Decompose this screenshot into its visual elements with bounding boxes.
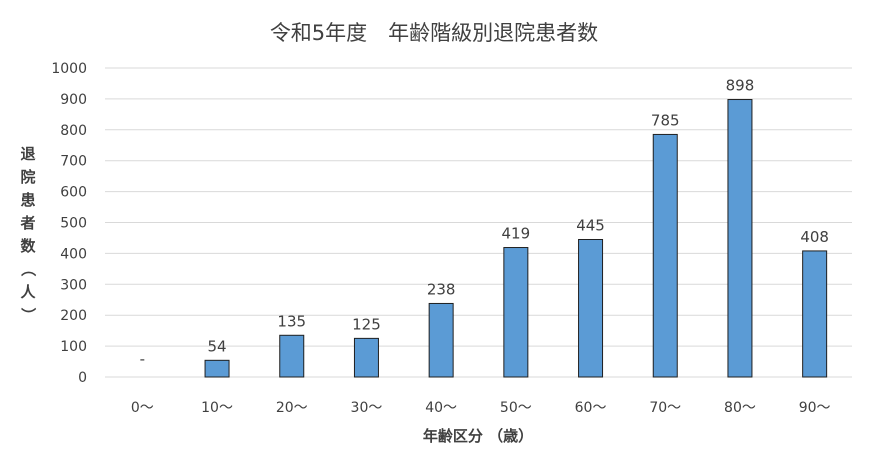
x-category-label: 60～ [575, 400, 607, 416]
y-tick-label: 800 [60, 123, 87, 139]
y-tick-label: 700 [60, 154, 87, 170]
data-labels: - 54 135 125 238 419 445 785 898 408 [140, 77, 829, 368]
y-tick-label: 1000 [51, 61, 87, 77]
bar [503, 247, 529, 378]
data-label: 785 [651, 111, 680, 129]
x-category-label: 20～ [276, 400, 308, 416]
x-axis-title: 年齢区分 （歳） [423, 427, 533, 445]
x-category-label: 40～ [425, 400, 457, 416]
bar [279, 334, 305, 378]
y-axis-title-char: 数 [20, 237, 36, 255]
x-category-label: 50～ [500, 400, 532, 416]
data-label: 125 [352, 315, 381, 333]
data-label: 238 [427, 280, 456, 298]
bar [428, 302, 454, 378]
x-category-label: 90～ [799, 400, 831, 416]
data-label: 419 [502, 225, 531, 243]
y-axis-title-char: 退 [20, 145, 35, 163]
data-label: 445 [576, 216, 605, 234]
data-label: 408 [800, 228, 829, 246]
data-label: 54 [208, 337, 227, 355]
data-label: - [140, 350, 145, 368]
y-axis-title-char: 者 [20, 214, 35, 232]
y-tick-label: 300 [60, 277, 87, 293]
y-axis-title-char: （ [19, 261, 37, 276]
y-axis-title-char: 患 [20, 191, 35, 209]
bar [727, 99, 753, 378]
x-category-label: 0～ [131, 400, 154, 416]
bar [652, 133, 678, 378]
x-category-label: 10～ [201, 400, 233, 416]
y-axis-title: 退院患者数 （ 人 ） [19, 145, 37, 323]
y-tick-label: 900 [60, 92, 87, 108]
chart-title: 令和5年度 年齢階級別退院患者数 [270, 21, 598, 45]
y-tick-label: 200 [60, 308, 87, 324]
x-axis-categories: 0～ 10～ 20～ 30～ 40～ 50～ 60～ 70～ 80～ 90～ [131, 400, 831, 416]
y-tick-label: 600 [60, 185, 87, 201]
y-axis-title-char: 院 [20, 168, 35, 186]
bar [353, 337, 379, 378]
y-tick-label: 400 [60, 246, 87, 262]
x-category-label: 80～ [724, 400, 756, 416]
x-category-label: 30～ [351, 400, 383, 416]
y-tick-label: 0 [78, 370, 87, 386]
y-axis-title-char: ） [19, 307, 37, 322]
y-tick-label: 100 [60, 339, 87, 355]
gridlines [105, 67, 852, 378]
y-tick-label: 500 [60, 216, 87, 232]
data-label: 898 [726, 77, 755, 95]
bar [578, 238, 604, 378]
y-axis-ticks: 0 100 200 300 400 500 600 700 800 900 1000 [51, 61, 87, 386]
bars [204, 99, 828, 378]
y-axis-title-char: 人 [20, 283, 36, 301]
bar [802, 250, 828, 378]
bar [204, 359, 230, 378]
x-category-label: 70～ [649, 400, 681, 416]
data-label: 135 [277, 312, 306, 330]
